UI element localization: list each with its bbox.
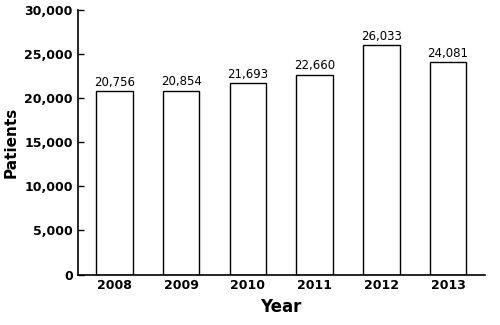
Y-axis label: Patients: Patients [4,107,18,178]
Bar [296,74,333,275]
Bar [163,90,200,275]
Bar [363,45,400,275]
Text: 26,033: 26,033 [361,30,402,43]
Text: 20,756: 20,756 [94,76,135,89]
Bar [230,83,266,275]
Bar [96,91,132,275]
Text: 22,660: 22,660 [294,59,335,72]
Text: 20,854: 20,854 [160,75,202,88]
Text: 21,693: 21,693 [228,68,268,81]
X-axis label: Year: Year [260,298,302,316]
Bar [430,62,467,275]
Text: 24,081: 24,081 [428,47,469,60]
